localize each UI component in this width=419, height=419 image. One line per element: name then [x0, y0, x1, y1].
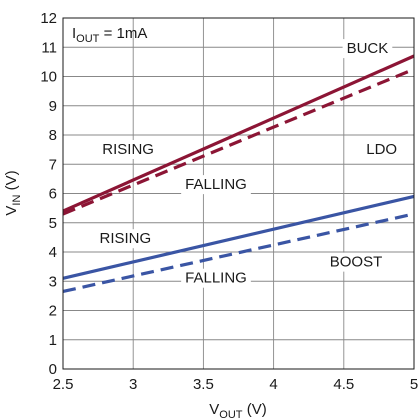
annotation-label: FALLING	[185, 176, 247, 193]
annotation: BUCK	[342, 39, 393, 59]
annotation-label: RISING	[102, 141, 154, 158]
condition-label: IOUT = 1mA	[72, 25, 147, 45]
annotation-background	[95, 229, 156, 249]
y-tick-label: 6	[49, 186, 57, 203]
x-tick-label: 4.5	[333, 376, 354, 393]
annotation-background	[342, 39, 393, 59]
y-tick-label: 3	[49, 273, 57, 290]
annotation-background	[181, 175, 251, 195]
series-line	[62, 54, 415, 213]
series-line	[62, 67, 415, 216]
x-tick-label: 4	[269, 376, 277, 393]
annotation-background	[325, 252, 387, 272]
x-axis-label: VOUT (V)	[209, 401, 266, 419]
annotation-background	[181, 268, 251, 288]
y-tick-label: 4	[49, 244, 57, 261]
x-tick-label: 5	[410, 376, 418, 393]
annotation: LDO	[362, 140, 402, 160]
y-tick-label: 9	[49, 98, 57, 115]
y-axis-label: VIN (V)	[3, 170, 23, 215]
plot-frame	[62, 17, 415, 370]
y-tick-label: 8	[49, 127, 57, 144]
y-tick-label: 0	[49, 361, 57, 378]
annotation-background	[362, 140, 402, 160]
y-tick-label: 11	[41, 39, 57, 56]
annotation-label: BOOST	[330, 254, 383, 271]
series-line	[62, 194, 415, 280]
annotation: FALLING	[181, 268, 251, 288]
annotations: BUCK RISING FALLING LDO RISING FALLING BOOST	[95, 39, 402, 288]
annotation: RISING	[95, 229, 156, 249]
annotation: BOOST	[325, 252, 387, 272]
annotation-background	[98, 140, 158, 160]
y-tick-label: 7	[49, 156, 57, 173]
annotation-label: BUCK	[347, 40, 389, 57]
annotation: RISING	[98, 140, 158, 160]
series-lines	[62, 54, 415, 294]
x-tick-label: 3	[129, 376, 137, 393]
annotation-label: RISING	[100, 230, 152, 247]
annotation-label: FALLING	[185, 270, 247, 287]
annotation: FALLING	[181, 175, 251, 195]
x-tick-label: 2.5	[53, 376, 74, 393]
y-tick-label: 10	[40, 69, 57, 86]
y-tick-label: 2	[49, 303, 57, 320]
y-tick-label: 12	[40, 10, 57, 27]
y-tick-label: 1	[49, 332, 57, 349]
x-tick-label: 3.5	[193, 376, 214, 393]
annotation-label: LDO	[366, 141, 397, 158]
y-tick-label: 5	[49, 215, 57, 232]
